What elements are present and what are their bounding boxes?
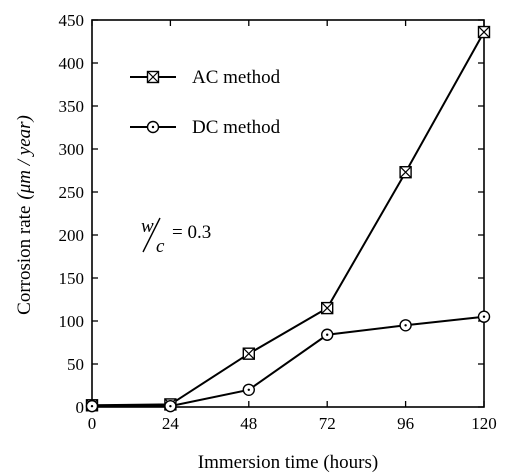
axes xyxy=(91,19,485,408)
y-tick-label: 100 xyxy=(59,312,85,331)
x-tick-label: 120 xyxy=(471,414,497,433)
series-ac-point xyxy=(477,25,491,39)
series-dc-point xyxy=(85,399,99,413)
series-ac-point xyxy=(321,301,334,315)
annotation-w: w xyxy=(141,216,154,237)
annotation-value: = 0.3 xyxy=(172,222,211,243)
y-tick-label: 400 xyxy=(59,54,85,73)
legend-marker-dc xyxy=(146,120,160,134)
series-dc-line xyxy=(92,315,485,408)
y-tick-label: 300 xyxy=(59,140,85,159)
series-ac-point xyxy=(399,166,412,179)
series-dc-point xyxy=(321,328,334,341)
x-tick-label: 24 xyxy=(162,414,180,433)
y-axis-unit: (μm / year) xyxy=(14,115,35,199)
series-dc-point xyxy=(399,319,412,332)
plot-frame xyxy=(91,19,485,408)
y-tick-label: 50 xyxy=(67,355,84,374)
wc-ratio-annotation: w c = 0.3 xyxy=(141,216,211,257)
series-layer xyxy=(85,25,491,413)
y-tick-label: 150 xyxy=(59,269,85,288)
series-dc-point xyxy=(242,383,256,396)
x-tick-label: 0 xyxy=(88,414,97,433)
y-tick-label: 450 xyxy=(59,11,85,30)
x-tick-label: 48 xyxy=(240,414,257,433)
legend-marker-ac xyxy=(146,70,160,84)
y-tick-label: 200 xyxy=(59,226,85,245)
y-tick-label: 250 xyxy=(59,183,85,202)
legend-label-dc: DC method xyxy=(192,117,281,138)
y-axis-title: Corrosion rate (μm / year) xyxy=(14,115,35,315)
y-axis-title-text: Corrosion rate xyxy=(14,206,35,315)
legend-item-dc: DC method xyxy=(130,117,281,138)
series-ac-point xyxy=(242,347,256,360)
legend: AC method DC method xyxy=(130,67,281,138)
legend-label-ac: AC method xyxy=(192,67,281,88)
series-dc-point xyxy=(477,310,491,323)
series-dc xyxy=(85,310,491,413)
x-tick-label: 72 xyxy=(319,414,336,433)
x-axis-title: Immersion time (hours) xyxy=(198,452,378,473)
y-tick-label: 350 xyxy=(59,97,85,116)
y-tick-label: 0 xyxy=(76,398,85,417)
series-dc-point xyxy=(164,399,177,413)
annotation-fraction-slash xyxy=(142,217,161,253)
x-tick-label: 96 xyxy=(397,414,414,433)
annotation-c: c xyxy=(156,236,165,257)
series-ac-line xyxy=(91,31,485,407)
legend-item-ac: AC method xyxy=(130,67,281,88)
